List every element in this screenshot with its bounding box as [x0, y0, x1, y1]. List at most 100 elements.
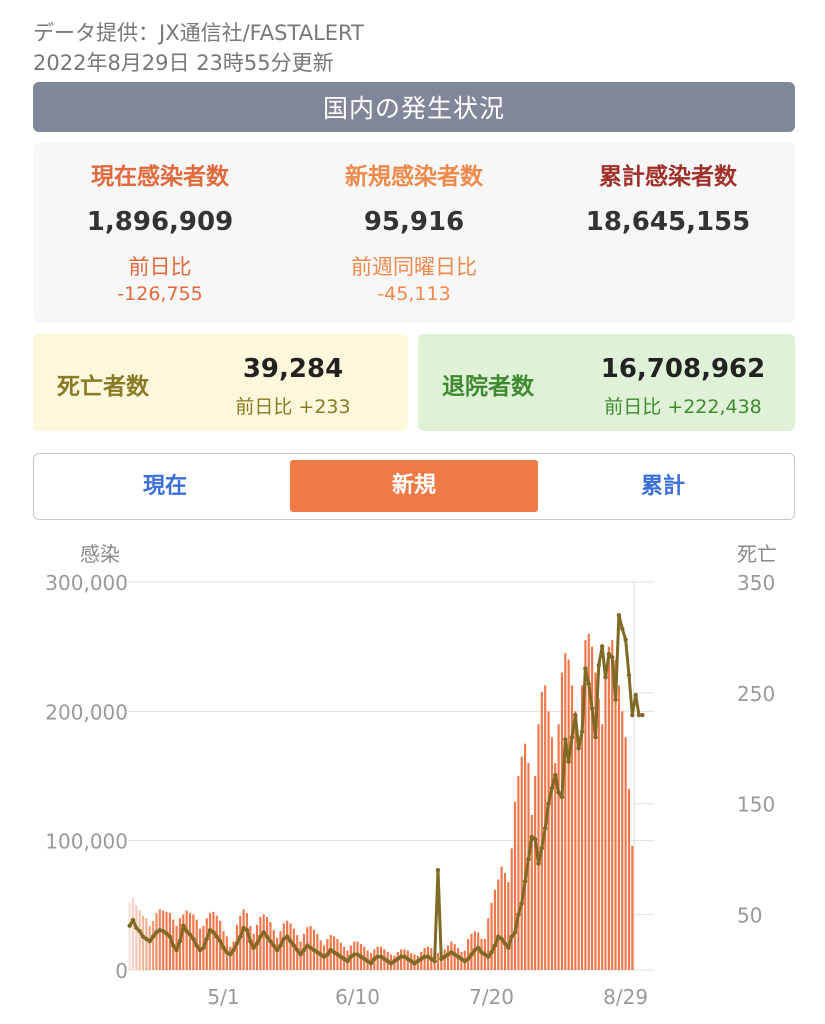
bar-new-infections — [453, 944, 456, 970]
deaths-point — [301, 947, 307, 953]
deaths-point — [167, 934, 173, 939]
deaths-point — [579, 729, 585, 734]
bar-new-infections — [276, 937, 279, 970]
right-tick-label: 150 — [737, 793, 775, 817]
deaths-point — [542, 825, 548, 831]
bar-new-infections — [135, 905, 138, 970]
total-infections-label: 累計感染者数 — [599, 164, 737, 190]
tab-current[interactable]: 現在 — [142, 474, 187, 499]
bar-new-infections — [587, 633, 590, 970]
bar-new-infections — [292, 928, 295, 970]
bar-new-infections — [272, 929, 275, 970]
deaths-point — [251, 945, 256, 951]
deaths-point — [351, 952, 357, 957]
deaths-point — [284, 934, 290, 939]
bar-new-infections — [162, 910, 165, 970]
recovered-label: 退院者数 — [442, 374, 534, 400]
bar-new-infections — [530, 814, 533, 970]
new-infections-chart: 感染 死亡 300,000 200,000 100,000 0 350 250 150 50 5… — [45, 542, 777, 1009]
deaths-point — [144, 936, 149, 942]
deaths-point — [281, 936, 287, 942]
deaths-point — [325, 952, 330, 957]
bar-new-infections — [229, 946, 232, 970]
deaths-point — [134, 925, 139, 931]
bar-new-infections — [467, 938, 470, 970]
deaths-point — [435, 868, 441, 873]
bar-new-infections — [510, 848, 513, 970]
deaths-point — [207, 927, 213, 933]
tab-new[interactable]: 新規 — [290, 460, 538, 512]
bar-new-infections — [222, 931, 225, 970]
deaths-point — [315, 950, 320, 955]
deaths-point — [610, 655, 615, 660]
deaths-point — [559, 794, 565, 800]
deaths-point — [586, 681, 591, 687]
bar-new-infections — [289, 923, 292, 970]
deaths-point — [157, 927, 163, 933]
x-tick-label: 8/29 — [603, 985, 648, 1009]
deaths-point — [355, 952, 360, 957]
deaths-point — [335, 952, 340, 957]
bar-new-infections — [577, 737, 580, 970]
deaths-point — [217, 938, 223, 944]
bar-new-infections — [547, 711, 550, 970]
deaths-point — [606, 651, 612, 657]
deaths-point — [191, 936, 196, 942]
bar-new-infections — [212, 911, 215, 970]
deaths-value: 39,284 — [242, 354, 344, 384]
bar-new-infections — [614, 659, 617, 970]
bar-new-infections — [564, 653, 567, 970]
deaths-point — [362, 956, 367, 962]
new-infections-label: 新規感染者数 — [345, 164, 483, 190]
bar-new-infections — [490, 902, 493, 970]
total-infections-value: 18,645,155 — [585, 207, 751, 237]
deaths-point — [244, 927, 250, 933]
bar-new-infections — [188, 913, 192, 970]
deaths-point — [204, 936, 209, 942]
left-tick-label: 200,000 — [45, 700, 128, 724]
new-infections-compare-label: 前週同曜日比 — [351, 255, 477, 279]
bar-new-infections — [403, 949, 406, 970]
deaths-point — [496, 934, 501, 939]
bar-new-infections — [282, 923, 285, 970]
deaths-point — [536, 861, 541, 866]
x-tick-label: 7/20 — [469, 985, 514, 1009]
deaths-point — [549, 785, 555, 791]
deaths-point — [596, 662, 602, 668]
deaths-point — [375, 954, 380, 959]
deaths-point — [382, 956, 387, 962]
deaths-point — [372, 956, 377, 962]
bar-new-infections — [537, 724, 540, 970]
deaths-point — [583, 666, 588, 671]
deaths-point — [445, 952, 451, 957]
bar-new-infections — [296, 935, 299, 970]
tab-total[interactable]: 累計 — [640, 474, 685, 499]
bar-new-infections — [245, 913, 249, 970]
deaths-point — [623, 637, 628, 642]
bar-new-infections — [205, 918, 208, 970]
section-title-banner: 国内の発生状況 — [33, 82, 795, 132]
bar-new-infections — [540, 691, 543, 970]
deaths-point — [633, 692, 638, 698]
deaths-point — [147, 938, 152, 944]
deaths-point — [177, 938, 183, 944]
deaths-point — [613, 697, 618, 702]
deaths-point — [472, 947, 478, 953]
bar-new-infections — [584, 640, 587, 970]
deaths-point — [566, 759, 571, 764]
deaths-point — [459, 956, 464, 962]
deaths-point — [318, 952, 323, 957]
deaths-point — [620, 626, 625, 631]
bar-new-infections — [513, 801, 517, 970]
bar-new-infections — [219, 920, 222, 970]
deaths-point — [140, 934, 146, 939]
deaths-point — [221, 945, 226, 951]
left-axis-title: 感染 — [80, 542, 120, 566]
bar-new-infections — [148, 926, 151, 970]
deaths-point — [298, 952, 303, 957]
bar-new-infections — [400, 949, 403, 970]
left-tick-label: 300,000 — [45, 571, 128, 595]
deaths-point — [636, 712, 642, 718]
deaths-point — [425, 954, 431, 959]
bar-new-infections — [152, 920, 155, 970]
